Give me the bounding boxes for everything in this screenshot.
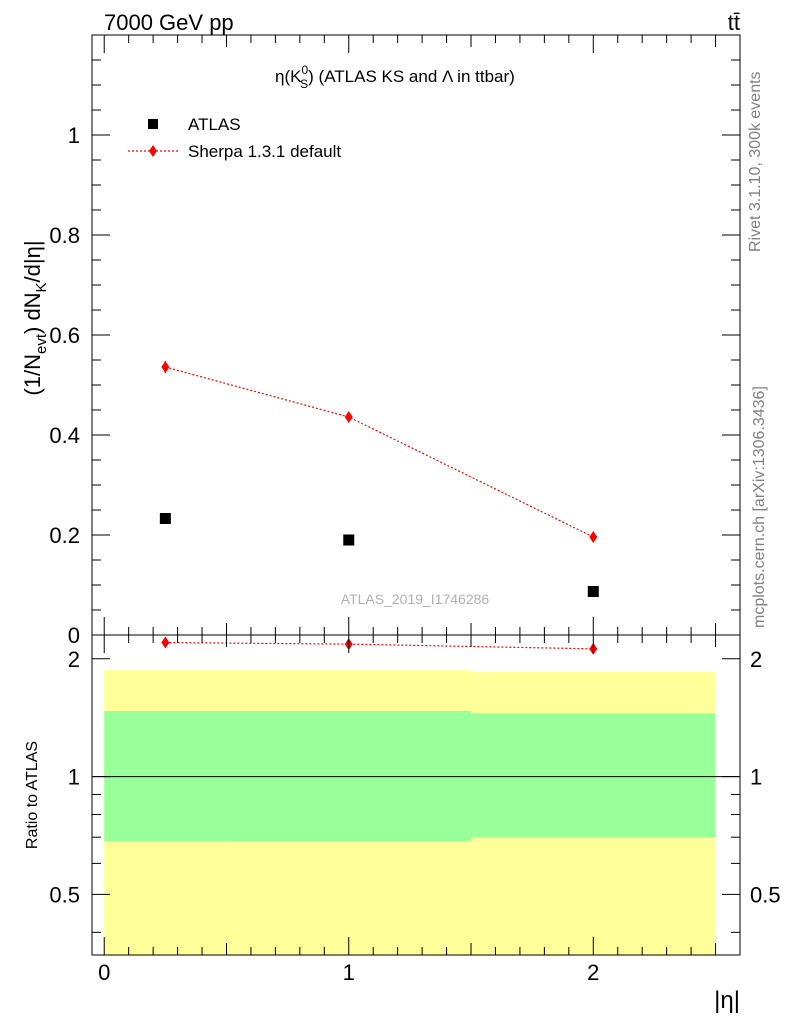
x-tick-label: 1 [343,960,355,985]
legend-mc-marker [149,145,157,157]
atlas-point [587,586,599,597]
header-left-label: 7000 GeV pp [104,10,234,35]
ratio-bands [104,670,716,955]
main-y-tick-label: 0 [68,623,80,648]
ratio-y-tick-label-right: 2 [750,647,762,672]
ratio-y-axis-label: Ratio to ATLAS [24,741,41,849]
ratio-x-tick-labels: 0 1 2 [98,960,599,985]
atlas-point [159,513,171,524]
main-series [159,361,599,597]
main-y-tick-label: 0.4 [49,423,80,448]
ratio-y-tick-label-right: 1 [750,765,762,790]
main-y-tick-label: 0.8 [49,223,80,248]
main-y-tick-labels: 0 0.2 0.4 0.6 0.8 1 [49,123,80,648]
mc-point [344,411,353,423]
ratio-y-tick-label: 0.5 [49,882,80,907]
ratio-y-tick-label-right: 0.5 [750,882,781,907]
main-y-tick-label: 0.2 [49,523,80,548]
main-title: η(K0 S) (ATLAS KS and Λ in ttbar) [275,63,515,91]
mcplots-label: mcplots.cern.ch [arXiv:1306.3436] [751,386,768,628]
legend: ATLAS Sherpa 1.3.1 default [128,115,341,161]
atlas-point [343,534,355,546]
main-y-axis-label: (1/Nevt) dNK/d|η| [20,240,50,395]
ratio-y-ticks [92,658,740,933]
main-x-ticks [103,35,717,635]
ratio-mc-line [165,641,594,650]
main-y-tick-label: 0.6 [49,323,80,348]
main-y-ticks [92,34,740,636]
ratio-frame [91,634,741,956]
ratio-y-tick-labels: 0.5 0.5 1 1 2 2 [49,647,780,908]
main-panel: 0 0.2 0.4 0.6 0.8 1 η(K0 S) (ATLAS KS and Λ in… [20,34,741,648]
legend-mc-label: Sherpa 1.3.1 default [188,142,341,161]
ratio-y-tick-label: 2 [68,647,80,672]
ratio-x-ticks [103,635,717,955]
mc-line [165,366,594,538]
rivet-label: Rivet 3.1.10, 300k events [747,71,764,252]
ratio-panel: 0.5 0.5 1 1 2 2 0 1 2 Ratio to ATLAS |η| [24,634,781,1014]
header-right-label: tt̄ [728,10,740,35]
legend-atlas-marker [148,119,158,129]
x-tick-label: 2 [587,960,599,985]
ratio-band-inner [471,713,716,838]
ratio-y-tick-label: 1 [68,765,80,790]
ratio-mc-point [161,636,170,649]
x-tick-label: 0 [98,960,110,985]
mc-point [161,361,170,373]
legend-atlas-label: ATLAS [188,115,241,134]
main-y-tick-label: 1 [68,123,80,148]
mc-point [589,531,598,543]
x-axis-label: |η| [714,987,740,1014]
watermark-label: ATLAS_2019_I1746286 [341,591,490,607]
